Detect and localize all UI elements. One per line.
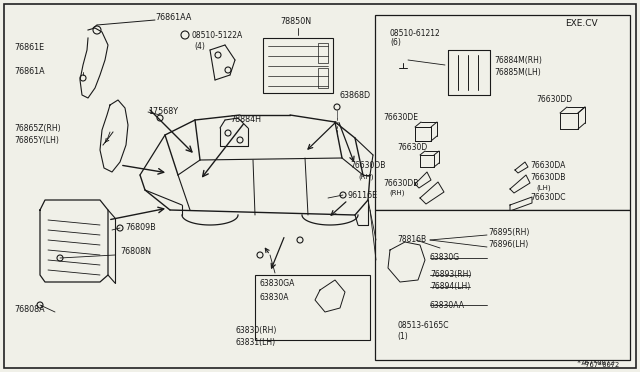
Text: (6): (6): [390, 38, 401, 48]
Text: 76884M(RH): 76884M(RH): [494, 55, 542, 64]
Bar: [318, 43, 328, 63]
Text: 76861E: 76861E: [14, 44, 44, 52]
Text: 76630DD: 76630DD: [536, 96, 572, 105]
Text: 76630DB: 76630DB: [350, 160, 385, 170]
Text: *767*0072: *767*0072: [582, 362, 620, 368]
Text: (1): (1): [397, 333, 408, 341]
Bar: [375, 210, 630, 360]
Text: 76885M(LH): 76885M(LH): [494, 67, 541, 77]
Text: 08513-6165C: 08513-6165C: [397, 321, 449, 330]
Text: 78816B: 78816B: [397, 235, 426, 244]
Text: (RH): (RH): [389, 190, 404, 196]
Text: 76630DB: 76630DB: [530, 173, 565, 183]
Text: *767*0072: *767*0072: [577, 360, 615, 366]
Text: (4): (4): [194, 42, 205, 51]
Text: 76895(RH): 76895(RH): [488, 228, 529, 237]
Text: 76809B: 76809B: [125, 224, 156, 232]
Text: 63830A: 63830A: [260, 292, 289, 301]
Text: 63830G: 63830G: [430, 253, 460, 263]
Text: 76861A: 76861A: [14, 67, 45, 77]
Text: 78884H: 78884H: [230, 115, 261, 125]
Text: 76808N: 76808N: [120, 247, 151, 257]
Text: 08510-61212: 08510-61212: [390, 29, 441, 38]
Text: 78850N: 78850N: [280, 17, 311, 26]
Text: 76894(LH): 76894(LH): [430, 282, 470, 292]
Text: 76861AA: 76861AA: [155, 13, 191, 22]
Text: 76630D: 76630D: [397, 144, 428, 153]
Text: 96116E: 96116E: [348, 190, 378, 199]
Text: 17568Y: 17568Y: [148, 108, 178, 116]
Text: 76630DC: 76630DC: [530, 192, 566, 202]
Text: (RH): (RH): [358, 174, 374, 180]
Text: 63831(LH): 63831(LH): [235, 339, 275, 347]
Text: EXE.CV: EXE.CV: [565, 19, 598, 29]
Text: 76865Y(LH): 76865Y(LH): [14, 135, 59, 144]
Text: (LH): (LH): [536, 185, 550, 191]
Text: 63830(RH): 63830(RH): [235, 326, 276, 334]
Text: 76630DA: 76630DA: [530, 160, 565, 170]
Text: 76893(RH): 76893(RH): [430, 270, 472, 279]
Text: 63830GA: 63830GA: [260, 279, 296, 288]
Bar: [318, 68, 328, 88]
Text: 63868D: 63868D: [340, 90, 371, 99]
Text: 63830AA: 63830AA: [430, 301, 465, 310]
Text: 08510-5122A: 08510-5122A: [191, 31, 243, 39]
Text: 76630DB: 76630DB: [383, 179, 419, 187]
Text: 76865Z(RH): 76865Z(RH): [14, 124, 61, 132]
Text: 76630DE: 76630DE: [383, 113, 418, 122]
Text: 76896(LH): 76896(LH): [488, 240, 528, 248]
Text: 76808A: 76808A: [14, 305, 45, 314]
Bar: [263, 38, 333, 93]
Bar: [255, 275, 370, 340]
Bar: [375, 15, 630, 210]
